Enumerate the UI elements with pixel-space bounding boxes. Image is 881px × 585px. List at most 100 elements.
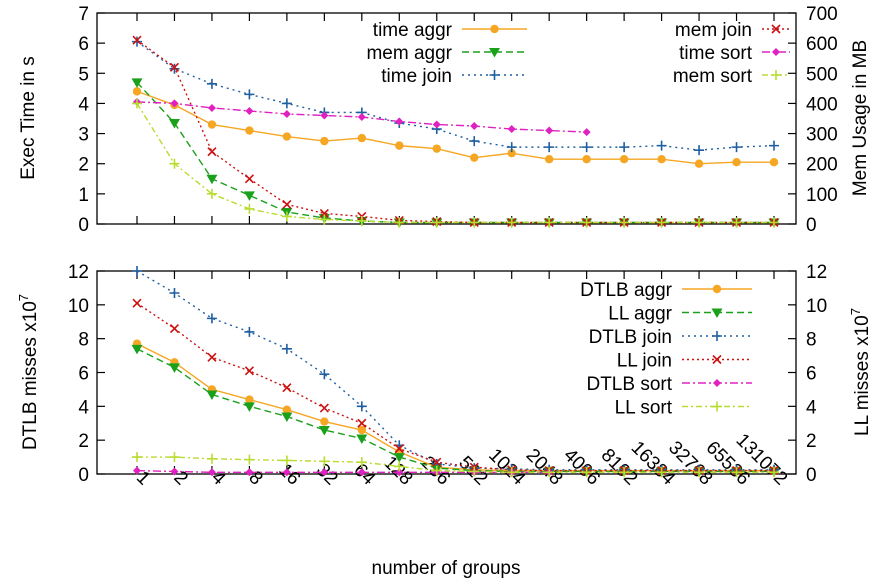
data-point — [131, 78, 143, 88]
legend-label: LL join — [617, 351, 672, 372]
y2-tick-label: 300 — [806, 125, 838, 146]
y2-tick-label: 0 — [806, 215, 817, 236]
data-point — [244, 366, 254, 376]
data-point — [320, 111, 329, 120]
series-time-aggr — [132, 87, 779, 168]
top-series-layer — [131, 35, 780, 228]
data-point — [469, 217, 480, 228]
data-point — [394, 461, 405, 472]
data-point — [582, 128, 591, 137]
data-point — [619, 467, 630, 478]
bottom-y-axis-label-main: DTLB misses x10 — [20, 301, 41, 450]
y-tick-label: 1 — [78, 185, 89, 206]
data-point — [582, 154, 591, 164]
data-point — [656, 467, 667, 478]
data-point — [319, 208, 329, 219]
legend-marker — [489, 48, 500, 58]
top-y-axis-ticks: 0 1 2 3 4 5 6 7 — [78, 4, 105, 236]
top-y2-axis-ticks: 0 100 200 300 400 500 600 700 — [788, 4, 838, 236]
data-point — [431, 217, 442, 228]
y2-tick-label: 500 — [806, 64, 838, 85]
legend-label: DTLB aggr — [580, 280, 673, 301]
data-point — [319, 214, 330, 225]
x-tick-label: 2048 — [522, 445, 567, 490]
y2-tick-label: 600 — [806, 34, 838, 55]
data-point — [619, 217, 630, 228]
y-tick-label: 4 — [78, 397, 89, 418]
series-line — [136, 469, 550, 474]
legend-marker — [712, 331, 722, 341]
data-point — [133, 466, 141, 475]
legend-marker — [712, 354, 722, 365]
data-point — [170, 467, 179, 476]
legend-label: mem join — [675, 20, 752, 41]
data-point — [281, 343, 292, 354]
bottom-y2-axis-label-main: LL misses x10 — [852, 315, 873, 436]
legend-marker — [713, 379, 721, 387]
x-tick-label: 16 — [274, 460, 304, 490]
data-point — [207, 352, 217, 362]
top-y-axis-label: Exec Time in s — [18, 56, 39, 180]
data-point — [245, 106, 254, 115]
top-panel: 0 1 2 3 4 5 6 7 0 100 200 300 400 500 600 700 time agg… — [18, 4, 871, 236]
data-point — [320, 417, 329, 426]
data-point — [731, 467, 742, 478]
data-point — [132, 35, 142, 45]
y-tick-label: 10 — [68, 296, 89, 317]
data-point — [206, 188, 217, 199]
data-point — [168, 119, 180, 129]
y-tick-label: 6 — [78, 364, 89, 385]
data-point — [319, 369, 330, 380]
bottom-y2-axis-label: LL misses x107 — [848, 308, 873, 436]
y-tick-label: 2 — [78, 431, 89, 452]
data-point — [356, 457, 367, 468]
top-plot-frame — [96, 12, 797, 225]
data-point — [545, 126, 554, 135]
bottom-y-axis-ticks: 0 2 4 6 8 10 12 — [68, 262, 105, 486]
data-point — [132, 98, 142, 109]
data-point — [319, 456, 330, 467]
legend-label: time aggr — [373, 20, 453, 41]
y2-tick-label: 0 — [806, 465, 817, 486]
data-point — [357, 133, 367, 143]
legend-marker — [712, 401, 722, 412]
series-line — [136, 343, 774, 472]
data-point — [657, 154, 666, 164]
data-point — [206, 453, 217, 464]
data-point — [281, 455, 292, 466]
data-point — [132, 266, 142, 276]
data-point — [656, 217, 667, 228]
data-point — [769, 158, 779, 167]
data-point — [581, 142, 592, 153]
data-point — [581, 467, 592, 478]
data-point — [470, 122, 479, 131]
data-point — [731, 217, 742, 228]
data-point — [544, 217, 555, 228]
legend-marker — [772, 48, 780, 56]
y-tick-label: 2 — [78, 155, 89, 176]
data-point — [694, 467, 705, 478]
data-point — [132, 298, 142, 308]
data-point — [170, 99, 179, 108]
data-point — [131, 344, 143, 355]
bottom-x-axis-ticks: 1248163264128256512102420484096819216384… — [132, 271, 791, 490]
data-point — [769, 140, 779, 151]
data-point — [320, 468, 329, 477]
data-point — [169, 287, 180, 298]
data-point — [394, 444, 404, 454]
x-tick-label: 4096 — [559, 445, 604, 490]
data-point — [694, 159, 704, 168]
data-point — [320, 136, 329, 146]
data-point — [244, 203, 255, 214]
y2-tick-label: 100 — [806, 185, 838, 206]
x-tick-label: 1024 — [484, 445, 529, 490]
data-point — [168, 363, 180, 373]
data-point — [393, 453, 405, 463]
data-point — [244, 454, 255, 465]
legend-marker — [490, 24, 499, 34]
data-point — [132, 87, 142, 96]
series-line — [136, 302, 774, 472]
